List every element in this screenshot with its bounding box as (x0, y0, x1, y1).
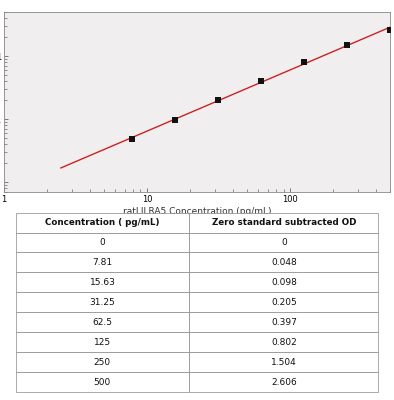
Text: 500: 500 (94, 378, 111, 387)
Text: 0.205: 0.205 (271, 298, 297, 307)
Point (258, 78, 264, 85)
Point (215, 96, 221, 103)
Bar (15, 332, 189, 352)
Point (172, 116, 178, 123)
X-axis label: ratLILRA5 Concentration (pg/mL): ratLILRA5 Concentration (pg/mL) (123, 207, 271, 216)
Bar (189, 312, 379, 332)
Bar (15, 232, 189, 252)
Text: 15.63: 15.63 (89, 278, 115, 287)
Bar (15, 312, 189, 332)
Bar (15, 212, 189, 232)
Bar (189, 332, 379, 352)
Bar (189, 352, 379, 372)
Bar (15, 372, 189, 392)
Text: 31.25: 31.25 (89, 298, 115, 307)
Text: Concentration ( pg/mL): Concentration ( pg/mL) (45, 218, 160, 227)
Bar (15, 292, 189, 312)
Bar (189, 232, 379, 252)
Text: 1.504: 1.504 (271, 358, 297, 367)
Text: 0.048: 0.048 (271, 258, 297, 267)
Text: 0: 0 (100, 238, 105, 247)
Text: 250: 250 (94, 358, 111, 367)
Bar (189, 372, 379, 392)
Text: 0.397: 0.397 (271, 318, 297, 327)
Point (128, 136, 135, 142)
Text: 62.5: 62.5 (93, 318, 112, 327)
Text: Zero standard subtracted OD: Zero standard subtracted OD (212, 218, 356, 227)
Bar (15, 352, 189, 372)
Text: 125: 125 (94, 338, 111, 347)
Bar (189, 212, 379, 232)
Text: 0: 0 (281, 238, 287, 247)
Bar (189, 252, 379, 272)
Text: 0.802: 0.802 (271, 338, 297, 347)
Point (387, 27, 393, 33)
Point (301, 59, 307, 65)
Bar (189, 272, 379, 292)
Bar (15, 272, 189, 292)
Point (344, 42, 350, 48)
Bar (189, 292, 379, 312)
Text: 7.81: 7.81 (92, 258, 112, 267)
Bar (15, 252, 189, 272)
Text: 2.606: 2.606 (271, 378, 297, 387)
Text: 0.098: 0.098 (271, 278, 297, 287)
